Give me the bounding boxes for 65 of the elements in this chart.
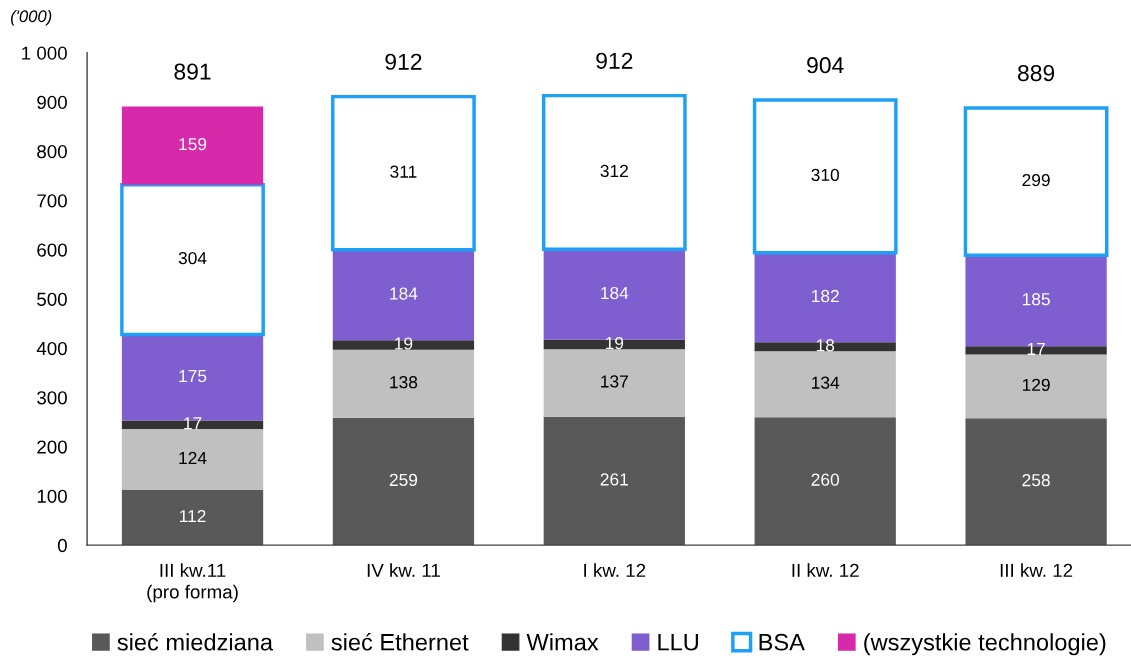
data-label: 258 bbox=[1022, 474, 1050, 487]
bar bbox=[121, 428, 264, 491]
data-label: 311 bbox=[390, 165, 417, 178]
data-label: 112 bbox=[180, 509, 206, 523]
bar bbox=[965, 354, 1107, 419]
data-label: 261 bbox=[600, 473, 628, 486]
y-tick-label: 200 bbox=[37, 440, 67, 454]
y-tick-label: 500 bbox=[37, 292, 67, 306]
y-tick-label: 100 bbox=[37, 489, 67, 503]
bar bbox=[332, 417, 475, 546]
data-label: 184 bbox=[390, 287, 418, 300]
bar bbox=[121, 106, 264, 185]
data-label: 312 bbox=[600, 164, 628, 178]
legend-label: Wimax bbox=[526, 633, 599, 651]
data-label: 260 bbox=[811, 473, 840, 486]
x-tick-label: II kw. 12 bbox=[792, 563, 859, 577]
total-label: 891 bbox=[174, 63, 211, 80]
data-label: 124 bbox=[179, 451, 207, 464]
y-tick-label: 700 bbox=[37, 194, 67, 208]
legend-label: (wszystkie technologie) bbox=[864, 633, 1106, 656]
data-label: 129 bbox=[1022, 378, 1050, 392]
data-label: 184 bbox=[601, 286, 629, 300]
text: ('000) bbox=[10, 9, 52, 26]
bar bbox=[754, 417, 896, 546]
bar bbox=[965, 418, 1107, 546]
x-tick-label: III kw.11 (pro forma) bbox=[147, 563, 238, 603]
legend-label: LLU bbox=[658, 634, 698, 651]
data-label: 137 bbox=[601, 375, 628, 388]
y-tick-label: 1 000 bbox=[22, 46, 67, 60]
bar bbox=[543, 339, 685, 350]
bar bbox=[121, 490, 264, 546]
y-tick-label: 600 bbox=[37, 243, 67, 257]
total-label: 889 bbox=[1017, 64, 1055, 82]
bar bbox=[754, 351, 896, 418]
data-label: 17 bbox=[1027, 342, 1045, 355]
y-tick-label: 800 bbox=[37, 144, 67, 159]
data-label: 159 bbox=[179, 137, 207, 151]
data-label: 310 bbox=[811, 168, 840, 182]
legend-label: sieć miedziana bbox=[117, 632, 274, 651]
bar bbox=[543, 416, 685, 546]
bar bbox=[543, 349, 685, 417]
data-label: 185 bbox=[1022, 293, 1050, 306]
total-label: 912 bbox=[596, 52, 633, 69]
data-label: 182 bbox=[812, 289, 839, 303]
data-label: 138 bbox=[390, 376, 418, 389]
total-label: 904 bbox=[807, 57, 844, 74]
data-label: 134 bbox=[812, 376, 840, 389]
data-label: 19 bbox=[605, 336, 624, 350]
x-tick-label: III kw. 12 bbox=[1000, 563, 1073, 577]
data-label: 259 bbox=[389, 473, 418, 487]
bar bbox=[332, 349, 475, 418]
x-tick-label: IV kw. 11 bbox=[367, 563, 440, 577]
x-tick-label: I kw. 12 bbox=[584, 563, 646, 577]
data-label: 175 bbox=[179, 370, 207, 383]
data-label: 299 bbox=[1022, 173, 1050, 187]
y-tick-label: 900 bbox=[37, 95, 67, 110]
y-tick-label: 300 bbox=[37, 391, 67, 405]
data-label: 304 bbox=[178, 251, 207, 265]
y-tick-label: 400 bbox=[36, 341, 67, 356]
y-tick-label: 0 bbox=[57, 538, 67, 553]
total-label: 912 bbox=[385, 53, 422, 70]
legend-label: sieć Ethernet bbox=[331, 632, 469, 651]
data-label: 19 bbox=[395, 337, 413, 350]
legend-label: BSA bbox=[759, 633, 805, 651]
data-label: 18 bbox=[816, 339, 835, 352]
